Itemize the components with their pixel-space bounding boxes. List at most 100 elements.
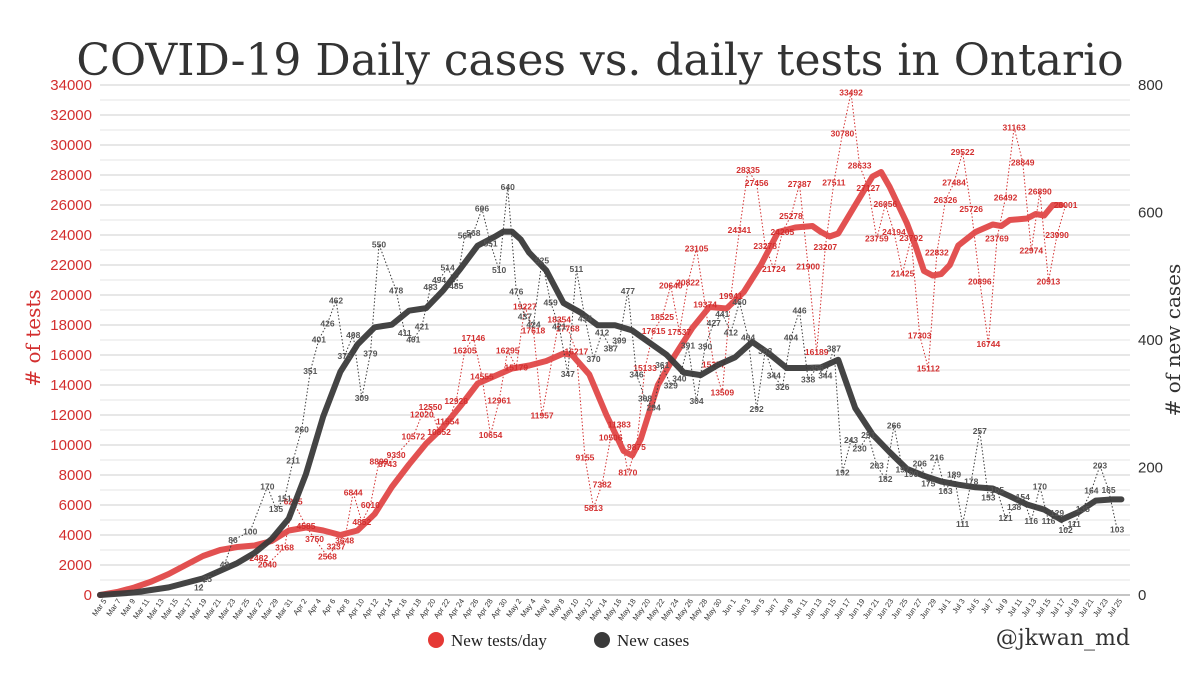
tests-data-label: 21900 [796,262,820,272]
left-tick-label: 30000 [50,137,92,154]
tests-data-label: 3648 [335,535,354,545]
cases-data-label: 387 [604,343,618,353]
tests-data-label: 12550 [419,402,443,412]
cases-data-label: 163 [938,486,952,496]
cases-data-label: 347 [561,369,575,379]
tests-data-label: 22832 [925,248,949,258]
right-axis-label: # of new cases [1161,264,1185,417]
right-tick-label: 200 [1138,460,1163,477]
cases-data-label: 344 [767,371,781,381]
tests-data-label: 28849 [1011,157,1035,167]
cases-data-label: 427 [707,318,721,328]
cases-data-label: 401 [312,334,326,344]
tests-data-label: 16744 [977,339,1001,349]
tests-data-label: 10506 [599,432,623,442]
tests-data-label: 17618 [522,326,546,336]
cases-data-label: 421 [552,322,566,332]
cases-data-label: 351 [303,366,317,376]
cases-data-label: 459 [544,297,558,307]
cases-data-label: 266 [887,420,901,430]
tests-data-label: 12020 [410,410,434,420]
cases-data-label: 25 [203,574,213,584]
cases-data-label: 408 [346,330,360,340]
x-tick-label: Jun 7 [763,597,781,617]
cases-data-label: 550 [372,239,386,249]
x-tick-label: Jun 5 [749,597,767,617]
tests-data-label: 25278 [779,211,803,221]
left-tick-label: 18000 [50,317,92,334]
cases-data-label: 390 [698,341,712,351]
chart-title: COVID-19 Daily cases vs. daily tests in … [76,35,1123,86]
x-tick-label: Apr 6 [320,597,338,617]
tests-data-label: 23769 [985,233,1009,243]
cases-data-label: 344 [818,371,832,381]
left-tick-label: 8000 [59,467,92,484]
cases-data-label: 412 [724,327,738,337]
cases-data-label: 510 [492,265,506,275]
cases-data-label: 494 [432,275,446,285]
cases-data-label: 401 [406,334,420,344]
left-tick-label: 26000 [50,197,92,214]
tests-data-label: 20822 [676,278,700,288]
left-tick-label: 24000 [50,227,92,244]
cases-data-label: 340 [672,373,686,383]
cases-data-label: 304 [689,396,703,406]
cases-data-label: 460 [732,297,746,307]
cases-data-label: 111 [1068,519,1082,529]
tests-data-label: 23792 [899,233,923,243]
tests-data-label: 11554 [436,417,459,427]
right-tick-label: 400 [1138,332,1163,349]
author-handle: @jkwan_md [996,626,1130,651]
tests-data-label: 23990 [1045,230,1069,240]
x-tick-label: Jun 3 [734,597,752,617]
tests-data-label: 4852 [352,517,371,527]
cases-data-label: 446 [792,306,806,316]
left-tick-label: 32000 [50,107,92,124]
cases-data-label: 511 [570,264,584,274]
cases-data-label: 135 [269,504,283,514]
tests-data-label: 4585 [297,521,316,531]
cases-data-label: 116 [1042,516,1056,526]
cases-data-label: 197 [895,464,909,474]
cases-data-label: 211 [286,455,300,465]
cases-data-label: 485 [449,281,463,291]
x-tick-label: Jul 3 [950,597,966,615]
cases-data-label: 375 [338,351,352,361]
cases-data-label: 189 [947,470,961,480]
tests-data-label: 12961 [487,396,511,406]
left-tick-label: 22000 [50,257,92,274]
cases-data-label: 154 [1016,492,1030,502]
x-tick-label: Jul 1 [936,597,952,615]
cases-data-label: 243 [844,435,858,445]
tests-data-label: 29522 [951,147,975,157]
cases-data-label: 178 [964,477,978,487]
tests-data-label: 10572 [401,431,425,441]
tests-data-label: 15133 [633,363,657,373]
right-tick-label: 800 [1138,77,1163,94]
x-tick-label: Apr 2 [291,597,309,617]
tests-data-label: 2040 [258,559,277,569]
left-axis-ticks: 0 2000 4000 6000 8000 10000 12000 14000 16000 180… [50,77,92,604]
cases-data-label: 165 [1101,485,1115,495]
cases-data-label: 356 [810,363,824,373]
cases-data-label: 203 [1093,461,1107,471]
tests-data-label: 20640 [659,280,683,290]
cases-data-label: 551 [483,239,497,249]
tests-data-label: 15112 [917,363,940,373]
tests-data-label: 33492 [839,88,863,98]
cases-data-label: 151 [277,494,291,504]
cases-data-label: 421 [415,322,429,332]
tests-data-label: 3168 [275,542,294,552]
legend-label-cases: New cases [617,631,689,650]
tests-data-label: 27484 [942,178,966,188]
tests-data-label: 11957 [530,411,553,421]
cases-data-label: 568 [466,228,480,238]
tests-data-label: 24341 [728,225,752,235]
left-tick-label: 28000 [50,167,92,184]
tests-data-label: 9875 [627,442,646,452]
cases-data-label: 383 [758,346,772,356]
cases-data-label: 404 [741,332,755,342]
tests-data-label: 27511 [822,177,845,187]
